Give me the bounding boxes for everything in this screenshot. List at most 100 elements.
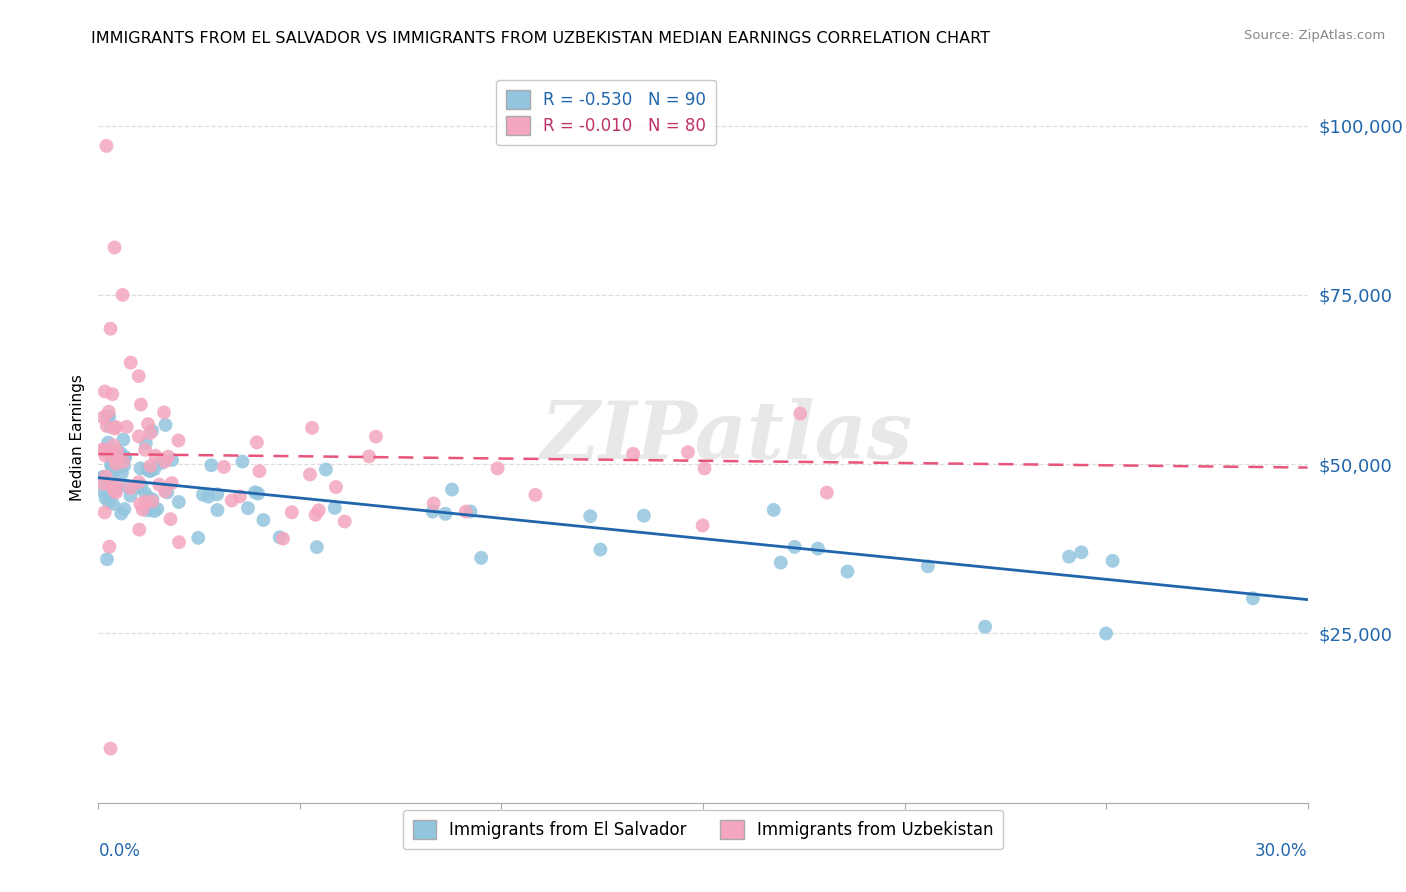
Point	[112, 502, 135, 516]
Point	[134, 495, 156, 509]
Point	[131, 502, 153, 516]
Point	[112, 455, 135, 469]
Point	[486, 461, 509, 475]
Legend: Immigrants from El Salvador, Immigrants from Uzbekistan: Immigrants from El Salvador, Immigrants …	[402, 810, 1004, 849]
Point	[120, 481, 142, 495]
Point	[101, 454, 124, 468]
Point	[243, 485, 266, 500]
Point	[252, 513, 274, 527]
Point	[101, 475, 124, 489]
Point	[93, 471, 115, 485]
Point	[96, 419, 118, 434]
Point	[98, 419, 121, 434]
Point	[298, 467, 321, 482]
Point	[315, 462, 337, 476]
Point	[160, 476, 183, 491]
Point	[837, 565, 859, 579]
Point	[807, 541, 830, 556]
Point	[1095, 626, 1118, 640]
Point	[101, 479, 124, 493]
Point	[115, 420, 138, 434]
Point	[98, 409, 121, 424]
Point	[141, 494, 163, 508]
Point	[146, 502, 169, 516]
Point	[100, 458, 122, 473]
Point	[692, 518, 714, 533]
Point	[145, 449, 167, 463]
Point	[160, 453, 183, 467]
Point	[159, 512, 181, 526]
Point	[1101, 554, 1123, 568]
Point	[104, 463, 127, 477]
Point	[247, 464, 270, 478]
Point	[441, 483, 464, 497]
Point	[762, 503, 785, 517]
Point	[93, 470, 115, 484]
Point	[100, 486, 122, 500]
Point	[112, 433, 135, 447]
Point	[136, 503, 159, 517]
Point	[101, 387, 124, 401]
Point	[128, 429, 150, 443]
Point	[236, 501, 259, 516]
Point	[1070, 545, 1092, 559]
Point	[207, 503, 229, 517]
Point	[769, 556, 792, 570]
Point	[104, 457, 127, 471]
Point	[621, 447, 644, 461]
Point	[105, 452, 128, 467]
Point	[271, 532, 294, 546]
Text: IMMIGRANTS FROM EL SALVADOR VS IMMIGRANTS FROM UZBEKISTAN MEDIAN EARNINGS CORREL: IMMIGRANTS FROM EL SALVADOR VS IMMIGRANT…	[91, 31, 990, 46]
Point	[110, 446, 132, 460]
Point	[524, 488, 547, 502]
Point	[1241, 591, 1264, 606]
Point	[114, 451, 136, 466]
Point	[135, 436, 157, 450]
Point	[97, 405, 120, 419]
Point	[422, 496, 444, 510]
Point	[110, 507, 132, 521]
Point	[134, 486, 156, 500]
Point	[1057, 549, 1080, 564]
Point	[93, 410, 115, 425]
Point	[304, 508, 326, 522]
Point	[783, 540, 806, 554]
Point	[422, 504, 444, 518]
Point	[114, 450, 136, 464]
Point	[191, 488, 214, 502]
Point	[91, 483, 114, 498]
Point	[815, 485, 838, 500]
Point	[789, 407, 811, 421]
Point	[229, 489, 252, 503]
Point	[129, 398, 152, 412]
Point	[579, 509, 602, 524]
Point	[247, 486, 270, 500]
Point	[128, 523, 150, 537]
Point	[301, 421, 323, 435]
Point	[101, 497, 124, 511]
Point	[676, 445, 699, 459]
Point	[139, 426, 162, 441]
Point	[357, 450, 380, 464]
Point	[125, 481, 148, 495]
Point	[105, 420, 128, 434]
Point	[111, 467, 134, 481]
Point	[104, 461, 127, 475]
Point	[207, 487, 229, 501]
Point	[120, 355, 142, 369]
Point	[153, 455, 176, 469]
Point	[97, 495, 120, 509]
Text: Source: ZipAtlas.com: Source: ZipAtlas.com	[1244, 29, 1385, 42]
Point	[105, 477, 128, 491]
Point	[155, 417, 177, 432]
Point	[153, 405, 176, 419]
Point	[974, 620, 997, 634]
Point	[98, 540, 121, 554]
Point	[454, 504, 477, 518]
Point	[333, 515, 356, 529]
Point	[139, 464, 162, 478]
Point	[364, 430, 387, 444]
Point	[187, 531, 209, 545]
Point	[150, 456, 173, 470]
Y-axis label: Median Earnings: Median Earnings	[69, 374, 84, 500]
